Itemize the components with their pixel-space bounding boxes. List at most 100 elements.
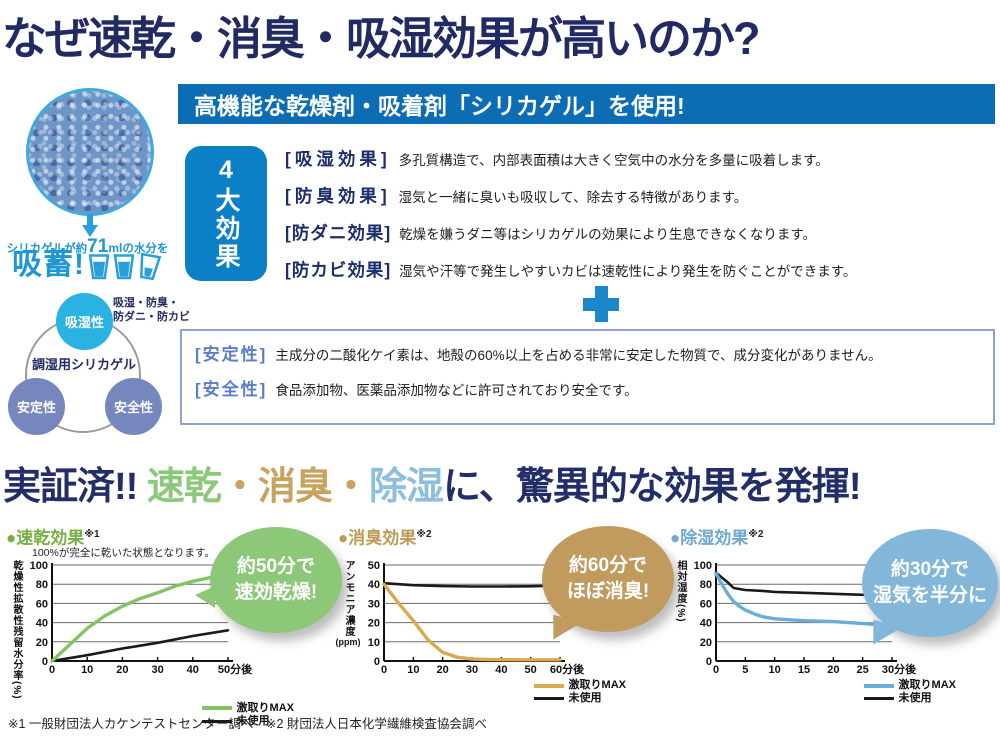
venn-label: 安全性	[113, 400, 153, 415]
effect-label: [防ダニ効果]	[285, 223, 392, 243]
plus-icon	[583, 286, 619, 322]
chart-legend: 激取りMAX 未使用	[533, 679, 626, 705]
chart-title: ●除湿効果	[670, 528, 749, 548]
svg-text:40: 40	[368, 579, 380, 591]
svg-text:0: 0	[706, 656, 712, 668]
svg-text:50: 50	[368, 560, 380, 572]
legend-swatch	[201, 719, 232, 723]
y-axis-label: アンモニア濃度	[343, 560, 354, 637]
water-cup-icon	[88, 253, 110, 280]
title-seg: ・	[331, 466, 370, 508]
stability-desc: 主成分の二酸化ケイ素は、地殻の60%以上を占める非常に安定した物質で、成分変化が…	[275, 348, 882, 363]
svg-text:40: 40	[36, 618, 48, 630]
svg-text:30: 30	[368, 598, 380, 610]
venn-diagram: 吸湿性 安定性 安全性 調湿用シリカゲル 吸湿・防臭・ 防ダニ・防カビ	[8, 288, 190, 450]
title-seg: 速乾	[146, 466, 222, 508]
legend-swatch	[863, 683, 894, 688]
effect-label: [吸湿効果]	[285, 149, 391, 169]
svg-text:0: 0	[49, 664, 55, 676]
absorb-row: 吸蓄!	[12, 250, 162, 281]
silica-gel-photo	[26, 88, 154, 216]
callout-bubble-dehumidify: 約30分で 湿気を半分に	[862, 529, 998, 637]
svg-text:5: 5	[742, 664, 748, 676]
callout-bubble-deodorize: 約60分で ほぼ消臭!	[542, 526, 674, 632]
svg-text:30: 30	[466, 664, 478, 676]
venn-circle-safety: 安全性	[105, 378, 162, 435]
y-axis-label: 相対湿度(%)	[675, 560, 686, 623]
chart-ref: ※1	[84, 529, 100, 540]
svg-text:100: 100	[694, 560, 712, 572]
svg-text:10: 10	[368, 637, 380, 649]
charts-area: ●速乾効果※1 100%が完全に乾いた状態となります。 乾燥性拡散性残留水分率(…	[0, 524, 1000, 727]
stability-desc: 食品添加物、医薬品添加物などに許可されており安全です。	[275, 383, 638, 398]
venn-center-label: 調湿用シリカゲル	[31, 357, 136, 372]
chart-title: ●消臭効果	[338, 528, 417, 548]
stability-row: [安定性] 主成分の二酸化ケイ素は、地殻の60%以上を占める非常に安定した物質で…	[195, 343, 980, 368]
callout-bubble-quick-dry: 約50分で 速効乾燥!	[195, 527, 342, 633]
svg-text:10: 10	[769, 664, 781, 676]
svg-text:20: 20	[700, 637, 712, 649]
svg-text:10: 10	[407, 664, 419, 676]
chart-dehumidify: ●除湿効果※2 相対湿度(%) 0 20 40 60 80 100 0 5 10 15 20 25 30…	[670, 524, 998, 705]
effect-desc: 多孔質構造で、内部表面積は大きく空気中の水分を多量に吸着します。	[398, 153, 829, 168]
svg-text:40: 40	[187, 664, 199, 676]
svg-text:40: 40	[700, 618, 712, 630]
stability-box: [安定性] 主成分の二酸化ケイ素は、地殻の60%以上を占める非常に安定した物質で…	[180, 329, 995, 425]
title-seg: ・	[220, 466, 259, 508]
four-effects-badge: 4大効果	[185, 146, 267, 281]
chart-plot: 0 20 40 60 80 100 0 10 20 30 40 50分後	[30, 560, 253, 676]
stability-label: [安定性]	[195, 345, 268, 364]
title-seg: 実証済!!	[3, 466, 147, 508]
four-effects-badge-label: 4大効果	[212, 156, 240, 271]
effect-row: [防カビ効果] 湿気や汗等で発生しやすいカビは速乾性により発生を防ぐことができま…	[285, 258, 997, 284]
legend-swatch	[533, 697, 564, 700]
chart-note: 100%が完全に乾いた状態となります。	[32, 547, 215, 559]
effects-list: [吸湿効果] 多孔質構造で、内部表面積は大きく空気中の水分を多量に吸着します。 …	[285, 147, 997, 295]
title-seg: に、驚異的な効果を発揮!	[442, 466, 862, 508]
effect-label: [防臭効果]	[285, 186, 391, 206]
caption-suffix: の水分を	[122, 243, 169, 255]
svg-text:20: 20	[36, 637, 48, 649]
svg-text:0: 0	[374, 656, 380, 668]
venn-top-note: 吸湿・防臭・ 防ダニ・防カビ	[113, 297, 190, 324]
venn-label: 吸湿性	[64, 315, 104, 330]
y-axis-label: 乾燥性拡散性残留水分率(%)	[11, 560, 22, 700]
title-seg: 除湿	[368, 466, 444, 508]
chart-plot: 0 10 20 30 40 50 0 10 20 30 40 50 60分後	[368, 560, 585, 676]
legend-swatch	[863, 697, 894, 700]
svg-text:80: 80	[700, 579, 712, 591]
svg-text:10: 10	[81, 664, 93, 676]
footnote: ※1 一般財団法人カケンテストセンター調べ ※2 財団法人日本化学繊維検査協会調…	[8, 717, 487, 731]
chart-ref: ※2	[748, 529, 764, 540]
svg-text:80: 80	[36, 579, 48, 591]
title-seg: 消臭	[257, 466, 333, 508]
chart-quick-dry: ●速乾効果※1 100%が完全に乾いた状態となります。 乾燥性拡散性残留水分率(…	[6, 524, 336, 728]
venn-circle-absorption: 吸湿性	[56, 293, 113, 350]
silica-caption: シリカゲルが約71mlの水分を	[5, 236, 170, 258]
svg-text:15: 15	[798, 664, 810, 676]
banner-silica-gel: 高機能な乾燥剤・吸着剤「シリカゲル」を使用!	[178, 84, 995, 124]
stability-row: [安全性] 食品添加物、医薬品添加物などに許可されており安全です。	[195, 378, 980, 403]
banner-text: 高機能な乾燥剤・吸着剤「シリカゲル」を使用!	[194, 93, 685, 119]
chart-legend: 激取りMAX 未使用	[863, 679, 956, 705]
effect-row: [吸湿効果] 多孔質構造で、内部表面積は大きく空気中の水分を多量に吸着します。	[285, 147, 997, 173]
svg-text:0: 0	[42, 656, 48, 668]
venn-circle-stability: 安定性	[8, 378, 65, 435]
effect-row: [防ダニ効果] 乾燥を嫌うダニ等はシリカゲルの効果により生息できなくなります。	[285, 221, 997, 247]
stability-label: [安全性]	[195, 380, 268, 399]
svg-text:60: 60	[700, 598, 712, 610]
svg-text:50分後: 50分後	[218, 662, 253, 676]
caption-prefix: シリカゲルが約	[6, 243, 88, 255]
caption-unit: ml	[108, 241, 123, 255]
chart-legend: 激取りMAX 未使用	[201, 702, 294, 728]
venn-label: 安定性	[16, 400, 56, 415]
svg-text:60分後: 60分後	[550, 662, 585, 676]
legend-swatch	[533, 683, 564, 688]
svg-text:20: 20	[827, 664, 839, 676]
effect-desc: 湿気や汗等で発生しやすいカビは速乾性により発生を防ぐことができます。	[399, 264, 857, 279]
chart-title: ●速乾効果	[6, 528, 85, 548]
svg-text:20: 20	[116, 664, 128, 676]
effect-desc: 乾燥を嫌うダニ等はシリカゲルの効果により生息できなくなります。	[399, 227, 817, 242]
svg-text:0: 0	[713, 664, 719, 676]
